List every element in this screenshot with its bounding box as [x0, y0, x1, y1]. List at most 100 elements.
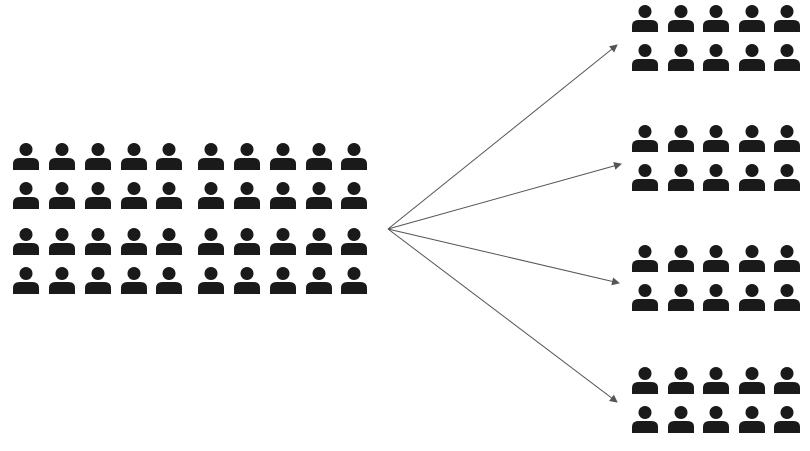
person-icon — [632, 164, 658, 191]
person-body — [121, 243, 147, 255]
person-head — [55, 267, 69, 280]
person-head — [745, 5, 759, 18]
person-icon — [632, 125, 658, 152]
person-icon — [774, 245, 800, 272]
person-head — [674, 284, 688, 297]
person-icon — [49, 267, 75, 294]
person-icon — [739, 406, 765, 433]
person-head — [240, 267, 254, 280]
person-body — [270, 243, 296, 255]
person-head — [276, 182, 290, 195]
person-head — [709, 125, 723, 138]
person-icon — [13, 267, 39, 294]
person-head — [127, 182, 141, 195]
person-icon — [341, 182, 367, 209]
person-icon — [198, 182, 224, 209]
arrow-4 — [387, 228, 618, 403]
person-icon — [198, 267, 224, 294]
person-body — [739, 59, 765, 71]
person-head — [745, 284, 759, 297]
person-head — [347, 143, 361, 156]
person-head — [240, 182, 254, 195]
person-head — [709, 284, 723, 297]
person-body — [49, 282, 75, 294]
person-icon — [739, 245, 765, 272]
person-head — [745, 125, 759, 138]
person-head — [276, 143, 290, 156]
person-head — [55, 143, 69, 156]
person-icon — [632, 406, 658, 433]
person-head — [204, 143, 218, 156]
person-icon — [85, 143, 111, 170]
person-icon — [234, 143, 260, 170]
person-head — [780, 245, 794, 258]
person-icon — [121, 228, 147, 255]
person-head — [745, 44, 759, 57]
person-icon — [49, 182, 75, 209]
person-head — [709, 5, 723, 18]
person-icon — [234, 228, 260, 255]
person-icon — [13, 228, 39, 255]
person-head — [780, 5, 794, 18]
person-icon — [632, 5, 658, 32]
person-body — [270, 197, 296, 209]
person-body — [739, 382, 765, 394]
person-body — [85, 197, 111, 209]
person-body — [668, 299, 694, 311]
target-group-3 — [632, 245, 800, 311]
person-body — [85, 243, 111, 255]
person-body — [632, 179, 658, 191]
person-body — [49, 243, 75, 255]
target-group-1 — [632, 5, 800, 71]
person-head — [162, 143, 176, 156]
person-head — [19, 228, 33, 241]
person-head — [55, 182, 69, 195]
person-head — [19, 182, 33, 195]
person-body — [198, 243, 224, 255]
arrow-1 — [387, 44, 618, 230]
person-body — [739, 260, 765, 272]
person-head — [91, 267, 105, 280]
person-head — [709, 44, 723, 57]
person-body — [306, 243, 332, 255]
person-body — [49, 197, 75, 209]
person-body — [156, 197, 182, 209]
person-body — [13, 243, 39, 255]
person-head — [638, 164, 652, 177]
person-body — [703, 260, 729, 272]
person-body — [774, 20, 800, 32]
person-body — [13, 282, 39, 294]
person-body — [739, 179, 765, 191]
person-head — [780, 44, 794, 57]
person-body — [156, 158, 182, 170]
person-icon — [270, 267, 296, 294]
person-head — [638, 125, 652, 138]
person-head — [709, 406, 723, 419]
person-body — [270, 282, 296, 294]
person-head — [19, 267, 33, 280]
person-icon — [739, 44, 765, 71]
person-head — [709, 367, 723, 380]
person-body — [703, 421, 729, 433]
person-head — [745, 164, 759, 177]
person-body — [341, 197, 367, 209]
person-body — [774, 260, 800, 272]
person-body — [306, 158, 332, 170]
person-icon — [49, 143, 75, 170]
person-icon — [739, 284, 765, 311]
person-body — [668, 260, 694, 272]
person-icon — [270, 182, 296, 209]
arrows — [387, 44, 622, 403]
arrow-3 — [387, 228, 620, 286]
person-icon — [703, 44, 729, 71]
person-head — [204, 228, 218, 241]
person-body — [198, 282, 224, 294]
person-head — [91, 143, 105, 156]
person-icon — [668, 245, 694, 272]
person-head — [674, 44, 688, 57]
person-head — [638, 367, 652, 380]
person-icon — [156, 267, 182, 294]
person-icon — [739, 164, 765, 191]
person-head — [674, 125, 688, 138]
